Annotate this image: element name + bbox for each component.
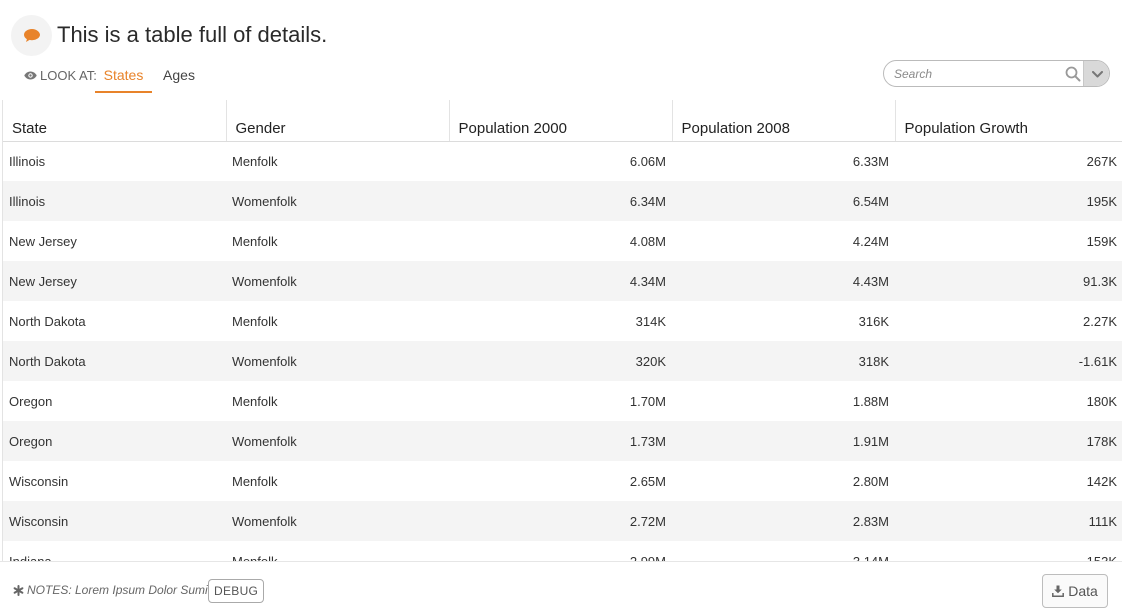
column-header-population-growth[interactable]: Population Growth (894, 100, 1122, 142)
cell-population-growth: 142K (1086, 473, 1117, 489)
cell-gender: Womenfolk (226, 341, 449, 381)
search-dropdown-button[interactable] (1083, 61, 1109, 86)
cell-state: Oregon (9, 393, 53, 409)
data-button-label: Data (1068, 583, 1098, 599)
cell-state: North Dakota (3, 341, 226, 381)
table-row: Illinois Menfolk 6.06M 6.33M 267K (3, 141, 1122, 181)
cell-population-2000: 4.08M (629, 233, 666, 249)
tab-ages[interactable]: Ages (163, 67, 195, 83)
cell-population-2000: 314K (635, 313, 666, 329)
cell-gender: Womenfolk (226, 261, 449, 301)
cell-state: Wisconsin (3, 501, 226, 541)
cell-population-2000: 6.06M (629, 153, 666, 169)
download-icon (1052, 585, 1065, 597)
cell-gender: Menfolk (232, 153, 278, 169)
cell-population-2008: 316K (858, 313, 889, 329)
tab-states[interactable]: States (95, 67, 152, 93)
cell-population-growth: 153K (1086, 553, 1117, 562)
asterisk-icon (13, 584, 24, 596)
table-row: Oregon Menfolk 1.70M 1.88M 180K (3, 381, 1122, 421)
cell-population-2008: 2.83M (672, 501, 895, 541)
cell-gender: Menfolk (232, 473, 278, 489)
cell-population-2008: 2.80M (852, 473, 889, 489)
cell-state: Wisconsin (9, 473, 69, 489)
cell-population-2008: 6.54M (672, 181, 895, 221)
table-row: Oregon Womenfolk 1.73M 1.91M 178K (3, 421, 1122, 461)
column-header-gender[interactable]: Gender (225, 100, 449, 142)
header: This is a table full of details. LOOK AT… (0, 0, 1122, 100)
cell-gender: Menfolk (232, 233, 278, 249)
cell-population-2008: 3.14M (852, 553, 889, 562)
cell-population-2008: 318K (672, 341, 895, 381)
cell-population-2000: 2.65M (629, 473, 666, 489)
cell-population-growth: 267K (1086, 153, 1117, 169)
cell-population-growth: 178K (895, 421, 1122, 461)
cell-population-2000: 320K (449, 341, 672, 381)
column-header-state[interactable]: State (3, 100, 226, 142)
search-icon[interactable] (1065, 66, 1081, 82)
cell-gender: Menfolk (232, 393, 278, 409)
cell-population-2000: 6.34M (449, 181, 672, 221)
cell-state: New Jersey (3, 261, 226, 301)
cell-state: New Jersey (9, 233, 77, 249)
cell-population-2000: 1.70M (629, 393, 666, 409)
cell-state: Illinois (9, 153, 46, 169)
data-download-button[interactable]: Data (1042, 574, 1108, 608)
table-row: North Dakota Menfolk 314K 316K 2.27K (3, 301, 1122, 341)
cell-state: North Dakota (9, 313, 86, 329)
cell-population-growth: 2.27K (1083, 313, 1117, 329)
column-header-population-2008[interactable]: Population 2008 (671, 100, 895, 142)
cell-population-growth: 195K (895, 181, 1122, 221)
table-row: Illinois Womenfolk 6.34M 6.54M 195K (3, 181, 1122, 221)
cell-population-2000: 1.73M (449, 421, 672, 461)
eye-icon (24, 71, 37, 80)
notes-text: NOTES: Lorem Ipsum Dolor Sumit (27, 583, 212, 597)
cell-population-2000: 2.99M (629, 553, 666, 562)
data-table-container[interactable]: State Gender Population 2000 Population … (2, 100, 1122, 561)
table-row: North Dakota Womenfolk 320K 318K -1.61K (3, 341, 1122, 381)
notes: NOTES: Lorem Ipsum Dolor Sumit (13, 583, 211, 597)
table-row: Wisconsin Menfolk 2.65M 2.80M 142K (3, 461, 1122, 501)
cell-gender: Menfolk (232, 313, 278, 329)
cell-population-growth: 91.3K (895, 261, 1122, 301)
cell-gender: Womenfolk (226, 181, 449, 221)
cell-state: Illinois (3, 181, 226, 221)
chat-bubble-icon (11, 15, 52, 56)
chevron-down-icon (1092, 71, 1103, 78)
cell-population-growth: 159K (1086, 233, 1117, 249)
cell-population-2000: 4.34M (449, 261, 672, 301)
table-row: New Jersey Menfolk 4.08M 4.24M 159K (3, 221, 1122, 261)
data-table: State Gender Population 2000 Population … (3, 100, 1122, 561)
cell-state: Indiana (9, 553, 52, 562)
cell-population-2008: 1.88M (852, 393, 889, 409)
cell-population-growth: 111K (895, 501, 1122, 541)
cell-gender: Menfolk (232, 553, 278, 562)
search-input[interactable] (894, 65, 1064, 83)
debug-button[interactable]: DEBUG (208, 579, 265, 603)
look-at-text: LOOK AT: (40, 68, 97, 83)
cell-population-growth: 180K (1086, 393, 1117, 409)
cell-population-2008: 1.91M (672, 421, 895, 461)
cell-population-2000: 2.72M (449, 501, 672, 541)
cell-gender: Womenfolk (226, 421, 449, 461)
table-header-row: State Gender Population 2000 Population … (3, 100, 1122, 142)
table-row: Wisconsin Womenfolk 2.72M 2.83M 111K (3, 501, 1122, 541)
column-header-population-2000[interactable]: Population 2000 (448, 100, 672, 142)
footer: NOTES: Lorem Ipsum Dolor Sumit DEBUG Dat… (0, 561, 1122, 609)
look-at-label: LOOK AT: (24, 68, 97, 83)
table-row: New Jersey Womenfolk 4.34M 4.43M 91.3K (3, 261, 1122, 301)
table-row: Indiana Menfolk 2.99M 3.14M 153K (3, 541, 1122, 562)
cell-population-2008: 4.24M (852, 233, 889, 249)
page-title: This is a table full of details. (57, 22, 328, 47)
cell-population-2008: 6.33M (852, 153, 889, 169)
cell-population-2008: 4.43M (672, 261, 895, 301)
cell-state: Oregon (3, 421, 226, 461)
search-box (883, 60, 1110, 87)
cell-population-growth: -1.61K (895, 341, 1122, 381)
cell-gender: Womenfolk (226, 501, 449, 541)
